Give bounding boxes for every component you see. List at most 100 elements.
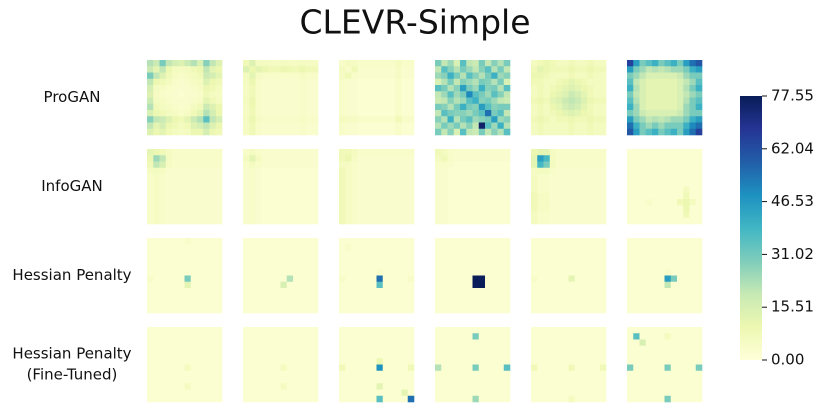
heatmap-cell — [293, 377, 300, 384]
heatmap-cell — [364, 300, 371, 308]
heatmap-cell — [627, 110, 634, 117]
heatmap-cell — [184, 161, 192, 169]
heatmap-cell — [351, 85, 359, 92]
heatmap-cell — [184, 300, 192, 308]
heatmap-cell — [382, 180, 390, 187]
heatmap-cell — [376, 294, 384, 301]
heatmap-cell — [460, 78, 467, 86]
heatmap-cell — [159, 60, 167, 67]
heatmap-cell — [351, 238, 359, 245]
heatmap-cell — [441, 281, 448, 289]
heatmap-cell — [683, 116, 690, 123]
heatmap-cell — [293, 288, 300, 295]
heatmap-cell — [280, 91, 288, 98]
heatmap-cell — [209, 85, 217, 92]
heatmap-cell — [274, 377, 281, 384]
heatmap-cell — [543, 281, 551, 289]
heatmap-cell — [556, 72, 563, 80]
heatmap-cell — [478, 339, 486, 347]
heatmap-cell — [531, 180, 538, 187]
heatmap-cell — [664, 103, 672, 111]
heatmap-cell — [147, 155, 154, 162]
heatmap-cell — [658, 78, 665, 86]
heatmap-cell — [645, 180, 653, 187]
heatmap-cell — [243, 352, 250, 359]
heatmap-cell — [249, 352, 256, 359]
heatmap-cell — [531, 72, 538, 80]
heatmap-cell — [261, 238, 269, 245]
heatmap-cell — [497, 345, 505, 353]
heatmap-cell — [203, 370, 210, 378]
heatmap-cell — [339, 110, 346, 117]
heatmap-cell — [460, 269, 467, 276]
heatmap-cell — [599, 275, 607, 283]
heatmap-cell — [159, 345, 167, 353]
heatmap-cell — [159, 395, 167, 403]
heatmap-cell — [627, 389, 634, 397]
heatmap-cell — [345, 167, 352, 175]
heatmap-cell — [401, 155, 409, 162]
heatmap-cell — [184, 155, 192, 162]
heatmap-cell — [255, 211, 263, 219]
heatmap-cell — [677, 186, 684, 194]
heatmap-cell — [447, 238, 455, 245]
heatmap-cell — [460, 288, 467, 295]
heatmap-cell — [249, 370, 256, 378]
heatmap-cell — [345, 85, 352, 92]
heatmap-cell — [159, 167, 167, 175]
heatmap-cell — [689, 294, 697, 301]
heatmap-cell — [364, 103, 371, 111]
heatmap-cell — [370, 281, 377, 289]
heatmap-cell — [197, 174, 204, 181]
heatmap-cell — [670, 180, 678, 187]
heatmap-cell — [395, 339, 402, 347]
heatmap-cell — [441, 60, 448, 67]
heatmap-cell — [652, 116, 659, 123]
heatmap-cell — [178, 167, 185, 175]
heatmap-cell — [364, 60, 371, 67]
heatmap-cell — [376, 155, 384, 162]
heatmap-cell — [568, 256, 576, 264]
heatmap-cell — [255, 395, 263, 403]
heatmap-cell — [658, 217, 665, 225]
heatmap-cell — [670, 60, 678, 67]
heatmap-cell — [178, 78, 185, 86]
heatmap-cell — [165, 211, 173, 219]
heatmap-cell — [286, 110, 294, 117]
heatmap-cell — [255, 345, 263, 353]
heatmap-cell — [639, 60, 647, 67]
heatmap-cell — [645, 72, 653, 80]
heatmap-cell — [364, 256, 371, 264]
heatmap-cell — [695, 281, 703, 289]
heatmap-cell — [466, 238, 473, 245]
heatmap-cell — [376, 238, 384, 245]
heatmap-cell — [395, 122, 402, 130]
heatmap-cell — [407, 72, 415, 80]
heatmap-cell — [441, 269, 448, 276]
heatmap-cell — [472, 327, 480, 334]
heatmap-cell — [447, 91, 455, 98]
heatmap-cell — [435, 306, 442, 314]
heatmap-cell — [215, 186, 223, 194]
heatmap-cell — [293, 281, 300, 289]
heatmap-cell — [497, 110, 505, 117]
heatmap-cell — [447, 110, 455, 117]
heatmap-cell — [299, 167, 306, 175]
heatmap-cell — [401, 352, 409, 359]
heatmap-cell — [339, 91, 346, 98]
heatmap-cell — [652, 377, 659, 384]
heatmap-cell — [435, 352, 442, 359]
heatmap-cell — [670, 128, 678, 136]
heatmap-cell — [478, 91, 486, 98]
heatmap-cell — [491, 116, 498, 123]
heatmap-cell — [574, 352, 582, 359]
heatmap-cell — [599, 370, 607, 378]
heatmap-cell — [209, 306, 217, 314]
heatmap-cell — [280, 116, 288, 123]
heatmap-cell — [485, 256, 492, 264]
heatmap-cell — [562, 110, 569, 117]
heatmap-cell — [562, 339, 569, 347]
heatmap-cell — [184, 122, 192, 130]
heatmap-cell — [172, 78, 179, 86]
heatmap-cell — [543, 269, 551, 276]
